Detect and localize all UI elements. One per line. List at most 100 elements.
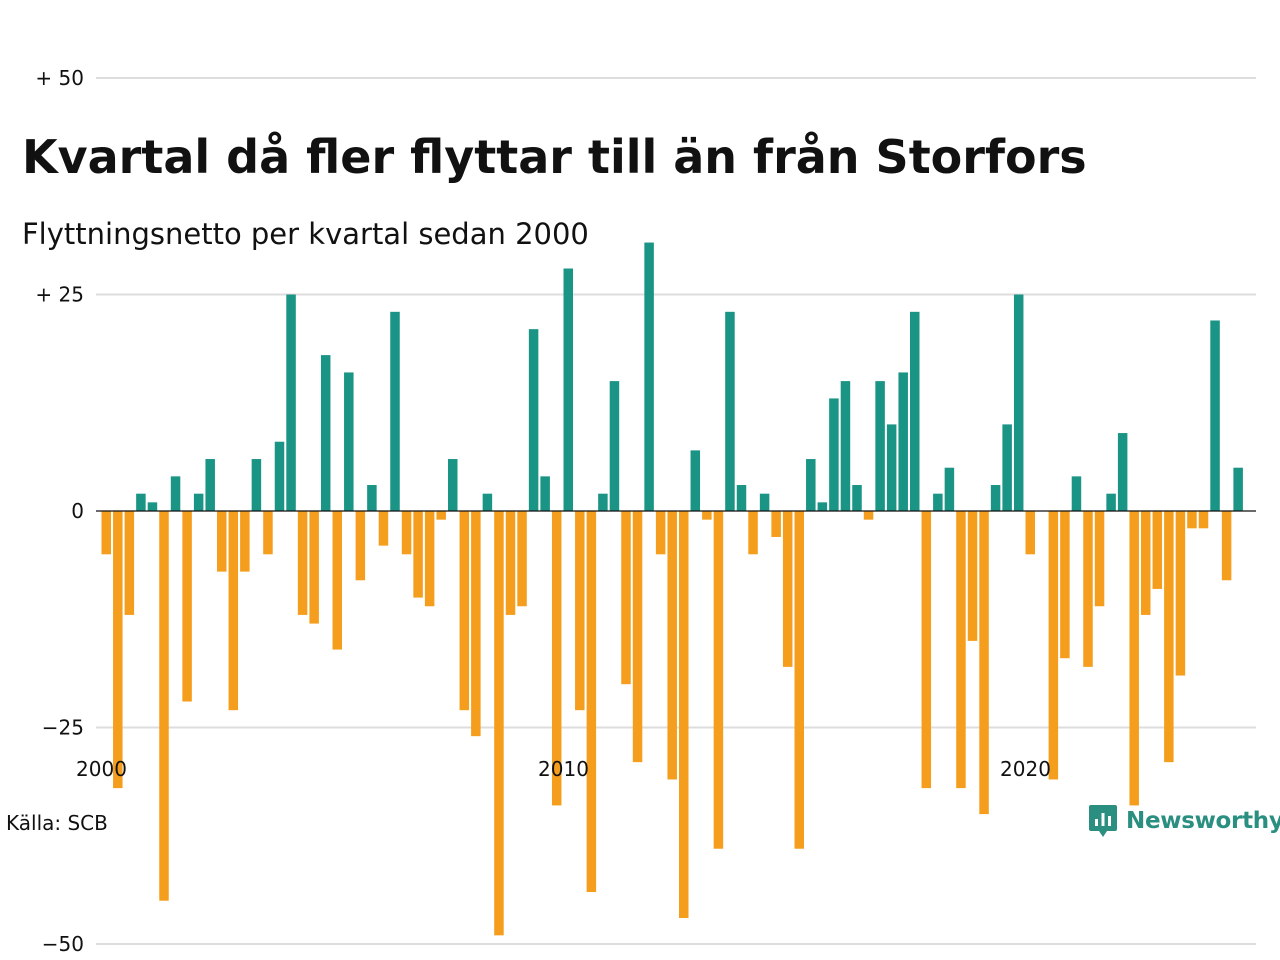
bar <box>1060 511 1070 659</box>
bar <box>217 511 227 572</box>
bar <box>136 493 146 511</box>
bar <box>159 511 169 901</box>
bar <box>170 476 181 511</box>
bar <box>667 511 677 780</box>
bar <box>1164 511 1174 763</box>
bar <box>575 511 585 711</box>
bar <box>1221 511 1232 581</box>
bar <box>586 511 597 893</box>
bar <box>274 441 285 511</box>
bar <box>794 511 804 849</box>
y-tick-label: + 50 <box>35 66 84 90</box>
bar <box>286 294 296 511</box>
bar <box>759 493 770 511</box>
y-tick-label: −25 <box>42 716 84 740</box>
bar <box>655 511 666 555</box>
chart-subtitle: Flyttningsnetto per kvartal sedan 2000 <box>22 217 589 251</box>
bars <box>101 242 1243 936</box>
bar <box>1083 511 1093 667</box>
bar <box>551 511 562 806</box>
y-tick-label: 0 <box>71 499 84 523</box>
bar <box>910 311 920 511</box>
bar <box>1198 511 1209 529</box>
bar <box>1013 294 1024 511</box>
bar <box>424 511 435 607</box>
bar <box>390 311 400 511</box>
bar <box>598 493 608 511</box>
bar <box>933 493 943 511</box>
bar <box>1129 511 1139 806</box>
brand-name: Newsworthy <box>1126 808 1280 834</box>
bar <box>401 511 412 555</box>
bar <box>101 511 111 555</box>
y-tick-label: + 25 <box>35 283 84 307</box>
bar <box>1210 320 1220 511</box>
bar <box>679 511 689 919</box>
bar <box>494 511 504 936</box>
bar <box>852 485 862 511</box>
bar <box>471 511 481 737</box>
bar <box>309 511 319 624</box>
x-tick-label: 2020 <box>1000 757 1051 781</box>
bar <box>921 511 932 789</box>
bar <box>332 511 342 650</box>
bar <box>632 511 643 763</box>
bar <box>898 372 908 511</box>
bar <box>448 459 458 511</box>
bar <box>1152 511 1163 589</box>
bar <box>517 511 527 607</box>
bar <box>886 424 897 511</box>
bar <box>956 511 966 789</box>
bar <box>771 511 781 537</box>
bar <box>251 459 262 511</box>
x-tick-label: 2010 <box>538 757 589 781</box>
bar <box>540 476 550 511</box>
bar <box>263 511 273 555</box>
source-note: Källa: SCB <box>6 811 108 835</box>
bar <box>147 502 158 511</box>
bar <box>193 493 204 511</box>
bar <box>1048 511 1059 780</box>
bar <box>528 329 539 511</box>
bar <box>1175 511 1186 676</box>
bar <box>1141 511 1151 615</box>
bar <box>979 511 989 815</box>
bar <box>240 511 250 572</box>
bar <box>829 398 839 511</box>
bar <box>1025 511 1035 555</box>
bar <box>1094 511 1105 607</box>
bar <box>482 493 493 511</box>
bar <box>990 485 1001 511</box>
bar <box>702 511 712 520</box>
bar <box>1106 493 1116 511</box>
chart-title: Kvartal då fler flyttar till än från Sto… <box>22 130 1087 184</box>
bar <box>967 511 978 641</box>
x-axis-labels: 2000 2010 2020 <box>76 757 1051 781</box>
bar <box>817 502 828 511</box>
bar <box>205 459 215 511</box>
bar <box>644 242 654 512</box>
bar <box>563 268 573 511</box>
newsworthy-logo-icon <box>1089 805 1117 837</box>
bar <box>413 511 423 598</box>
bar <box>863 511 874 520</box>
bar <box>355 511 366 581</box>
bar <box>782 511 793 667</box>
bar <box>1117 433 1128 511</box>
bar <box>1002 424 1012 511</box>
bar <box>736 485 747 511</box>
bar <box>378 511 389 546</box>
bar <box>1187 511 1197 529</box>
bar <box>505 511 516 615</box>
bar <box>367 485 377 511</box>
bar <box>182 511 192 702</box>
bar <box>1233 467 1243 511</box>
bar <box>1071 476 1082 511</box>
y-tick-label: −50 <box>42 932 84 956</box>
bar <box>690 450 701 511</box>
x-tick-label: 2000 <box>76 757 127 781</box>
newsworthy-logo: Newsworthy <box>1088 804 1280 838</box>
bar <box>621 511 631 685</box>
bar <box>228 511 239 711</box>
